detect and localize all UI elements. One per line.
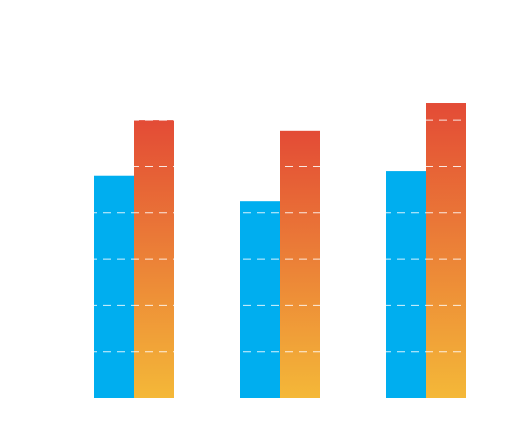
bar	[240, 201, 280, 398]
bar	[386, 171, 426, 398]
bar	[280, 130, 320, 398]
bar	[94, 175, 134, 398]
bar	[426, 103, 466, 399]
bar	[134, 120, 174, 399]
bars	[94, 103, 466, 399]
grid	[61, 119, 499, 353]
